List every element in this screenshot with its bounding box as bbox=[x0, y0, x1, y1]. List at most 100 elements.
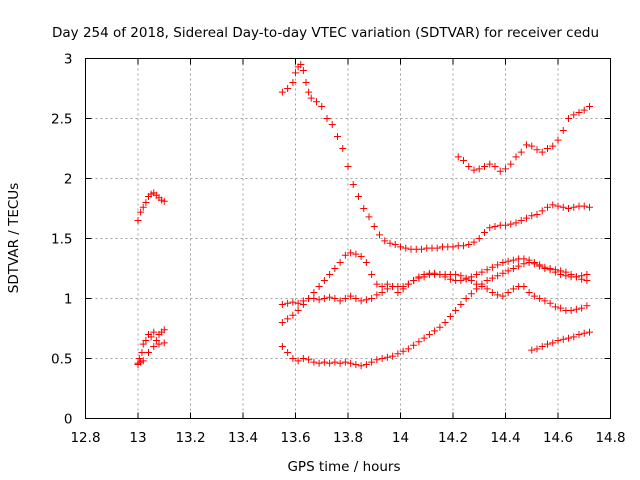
data-point bbox=[357, 362, 365, 370]
data-point bbox=[523, 141, 530, 149]
data-point bbox=[502, 221, 509, 229]
data-point bbox=[460, 242, 467, 250]
data-point bbox=[139, 203, 147, 211]
data-point bbox=[572, 305, 580, 313]
data-point bbox=[544, 340, 551, 348]
data-point bbox=[152, 337, 160, 344]
data-point bbox=[336, 297, 344, 305]
data-point bbox=[475, 165, 483, 173]
data-point bbox=[504, 257, 512, 265]
data-point bbox=[483, 285, 491, 293]
data-point bbox=[299, 67, 307, 74]
data-point bbox=[362, 361, 370, 368]
data-point bbox=[289, 298, 297, 306]
series-arc-b4 bbox=[278, 259, 591, 370]
data-point bbox=[562, 272, 570, 280]
data-point bbox=[160, 326, 168, 334]
y-tick-label: 2 bbox=[64, 172, 73, 188]
data-point bbox=[538, 343, 546, 350]
data-point bbox=[399, 347, 407, 355]
data-point bbox=[310, 289, 318, 296]
data-point bbox=[504, 267, 512, 275]
data-point bbox=[331, 295, 339, 302]
data-point bbox=[147, 333, 155, 341]
data-point bbox=[528, 212, 536, 220]
data-point bbox=[370, 223, 378, 230]
data-point bbox=[134, 217, 142, 224]
data-point bbox=[575, 331, 583, 338]
data-point bbox=[368, 358, 376, 366]
series-arc-c1 bbox=[454, 103, 593, 175]
data-point bbox=[150, 343, 158, 350]
y-tick-label: 1 bbox=[64, 292, 73, 308]
data-point bbox=[452, 307, 460, 314]
y-tick-label: 2.5 bbox=[51, 112, 72, 128]
data-point bbox=[420, 273, 428, 281]
data-point bbox=[525, 259, 533, 266]
data-point bbox=[431, 327, 439, 335]
data-point bbox=[512, 219, 520, 227]
data-point bbox=[305, 88, 313, 96]
data-point bbox=[391, 241, 399, 248]
data-point bbox=[344, 163, 352, 170]
data-point bbox=[420, 334, 428, 342]
data-point bbox=[507, 220, 515, 228]
data-point bbox=[310, 358, 318, 366]
series-arc-b3 bbox=[278, 255, 591, 308]
data-point bbox=[541, 265, 549, 272]
data-point bbox=[297, 61, 305, 68]
data-point bbox=[460, 157, 467, 164]
data-point bbox=[565, 334, 572, 342]
data-point bbox=[586, 103, 593, 110]
data-point bbox=[284, 315, 292, 323]
grid bbox=[85, 58, 611, 419]
data-point bbox=[278, 319, 286, 326]
data-point bbox=[509, 285, 517, 293]
x-tick-label: 12.8 bbox=[70, 430, 100, 446]
x-axis-label: GPS time / hours bbox=[287, 459, 400, 475]
data-point bbox=[302, 79, 310, 86]
data-point bbox=[488, 263, 496, 271]
data-point bbox=[339, 145, 347, 152]
data-point bbox=[373, 280, 381, 288]
data-point bbox=[315, 283, 323, 290]
data-point bbox=[452, 271, 460, 278]
data-point bbox=[425, 331, 433, 338]
data-point bbox=[383, 353, 391, 361]
data-point bbox=[415, 274, 423, 282]
data-point bbox=[436, 271, 444, 278]
data-point bbox=[134, 359, 142, 367]
data-point bbox=[494, 261, 502, 269]
data-point bbox=[483, 266, 491, 274]
data-point bbox=[299, 355, 307, 362]
data-point bbox=[509, 265, 517, 272]
data-point bbox=[362, 259, 370, 266]
data-point bbox=[441, 319, 449, 326]
data-point bbox=[139, 340, 147, 348]
data-point bbox=[567, 307, 575, 314]
data-point bbox=[362, 296, 370, 304]
data-point bbox=[320, 277, 328, 284]
data-point bbox=[583, 277, 591, 284]
data-point bbox=[473, 271, 481, 278]
data-point bbox=[341, 358, 349, 366]
data-point bbox=[530, 260, 538, 268]
data-point bbox=[580, 106, 588, 114]
data-point bbox=[554, 136, 562, 144]
data-point bbox=[307, 94, 315, 102]
data-point bbox=[544, 145, 551, 152]
data-point bbox=[386, 239, 394, 247]
data-point bbox=[499, 259, 507, 266]
data-point bbox=[433, 244, 441, 252]
series-arc-c2 bbox=[528, 328, 593, 354]
data-point bbox=[278, 301, 286, 308]
x-tick-label: 13.6 bbox=[280, 430, 310, 446]
data-point bbox=[549, 142, 557, 150]
data-point bbox=[320, 295, 328, 302]
data-point bbox=[315, 359, 323, 367]
data-point bbox=[570, 203, 578, 211]
series-arc-b2 bbox=[278, 249, 591, 326]
data-point bbox=[368, 295, 376, 302]
series-arc-a1 bbox=[134, 189, 168, 224]
data-point bbox=[331, 358, 339, 366]
